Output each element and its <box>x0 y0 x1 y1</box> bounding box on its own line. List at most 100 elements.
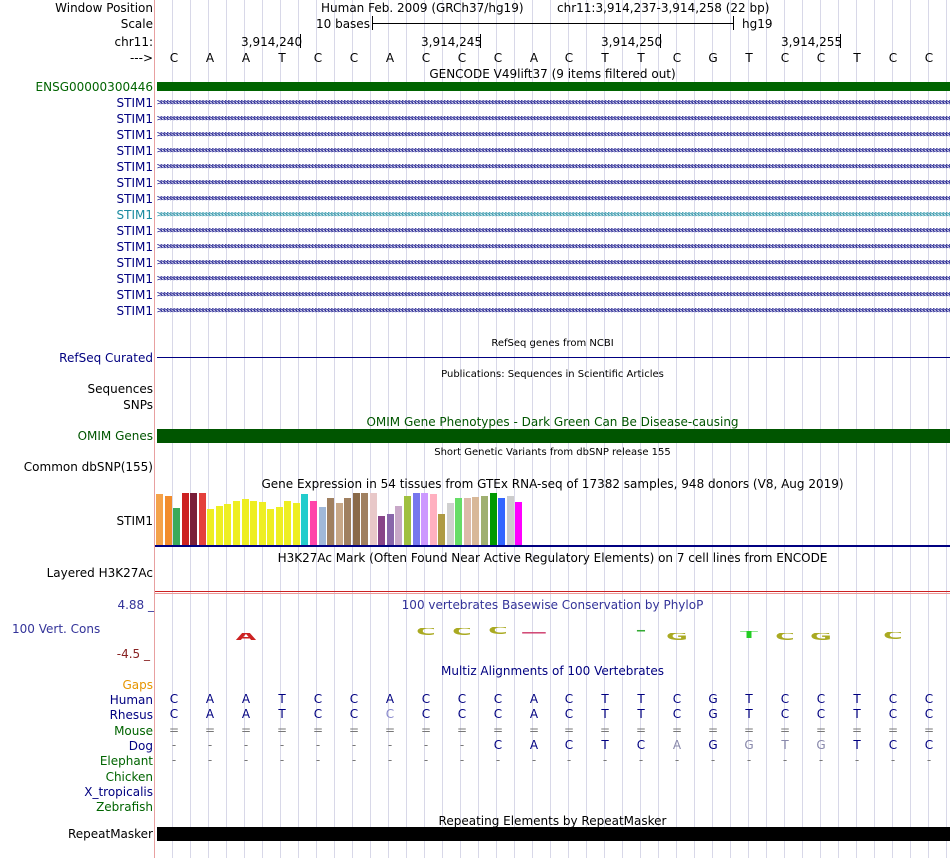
gtex-tissue-bar[interactable] <box>369 493 377 545</box>
gtex-tissue-bar[interactable] <box>198 493 206 545</box>
gtex-tissue-bar[interactable] <box>480 496 488 545</box>
transcript-arrows[interactable]: >>>>>>>>>>>>>>>>>>>>>>>>>>>>>>>>>>>>>>>>… <box>157 195 950 204</box>
gtex-tissue-bar[interactable] <box>378 516 386 545</box>
transcript-label[interactable]: STIM1 <box>116 160 153 174</box>
gtex-tissue-bar[interactable] <box>463 498 471 545</box>
transcript-label[interactable]: STIM1 <box>116 208 153 222</box>
transcript-label[interactable]: STIM1 <box>116 96 153 110</box>
transcript-arrows[interactable]: >>>>>>>>>>>>>>>>>>>>>>>>>>>>>>>>>>>>>>>>… <box>157 147 950 156</box>
gencode-gene-bar[interactable] <box>157 82 950 91</box>
gtex-tissue-bar[interactable] <box>318 507 326 545</box>
transcript-label[interactable]: STIM1 <box>116 224 153 238</box>
phylop-label[interactable]: 100 Vert. Cons <box>12 622 101 636</box>
omim-label[interactable]: OMIM Genes <box>77 429 153 443</box>
transcript-arrows[interactable]: >>>>>>>>>>>>>>>>>>>>>>>>>>>>>>>>>>>>>>>>… <box>157 259 950 268</box>
transcript-label[interactable]: STIM1 <box>116 176 153 190</box>
gtex-tissue-bar[interactable] <box>421 493 429 545</box>
gencode-title[interactable]: GENCODE V49lift37 (9 items filtered out) <box>429 67 676 81</box>
species-label[interactable]: Zebrafish <box>96 800 153 814</box>
refseq-title[interactable]: RefSeq genes from NCBI <box>491 338 614 349</box>
transcript-label[interactable]: STIM1 <box>116 192 153 206</box>
gtex-tissue-bar[interactable] <box>344 498 352 545</box>
multiz-title[interactable]: Multiz Alignments of 100 Vertebrates <box>440 664 665 678</box>
transcript-label[interactable]: STIM1 <box>116 272 153 286</box>
gtex-tissue-bar[interactable] <box>181 493 189 545</box>
publications-title[interactable]: Publications: Sequences in Scientific Ar… <box>441 369 664 380</box>
gtex-tissue-bar[interactable] <box>335 503 343 545</box>
transcript-arrows[interactable]: >>>>>>>>>>>>>>>>>>>>>>>>>>>>>>>>>>>>>>>>… <box>157 131 950 140</box>
species-label[interactable]: Mouse <box>114 724 153 738</box>
transcript-arrows[interactable]: >>>>>>>>>>>>>>>>>>>>>>>>>>>>>>>>>>>>>>>>… <box>157 227 950 236</box>
publications-label-sequences[interactable]: Sequences <box>87 382 153 396</box>
gtex-tissue-bar[interactable] <box>232 501 240 545</box>
species-label[interactable]: X_tropicalis <box>84 785 153 799</box>
transcript-arrows[interactable]: >>>>>>>>>>>>>>>>>>>>>>>>>>>>>>>>>>>>>>>>… <box>157 99 950 108</box>
repeatmasker-title[interactable]: Repeating Elements by RepeatMasker <box>438 814 667 828</box>
transcript-arrows[interactable]: >>>>>>>>>>>>>>>>>>>>>>>>>>>>>>>>>>>>>>>>… <box>157 211 950 220</box>
gtex-tissue-bar[interactable] <box>395 506 403 545</box>
transcript-label[interactable]: STIM1 <box>116 112 153 126</box>
gtex-tissue-bar[interactable] <box>429 494 437 545</box>
repeatmasker-bar[interactable] <box>157 827 950 841</box>
gtex-tissue-bar[interactable] <box>156 494 163 545</box>
gtex-tissue-bar[interactable] <box>446 503 454 545</box>
multiz-gaps-label[interactable]: Gaps <box>122 678 153 692</box>
gtex-tissue-bar[interactable] <box>224 504 232 545</box>
repeatmasker-label[interactable]: RepeatMasker <box>67 827 153 841</box>
gtex-tissue-bar[interactable] <box>207 509 215 545</box>
gtex-tissue-bar[interactable] <box>258 502 266 545</box>
refseq-gene-line[interactable] <box>157 357 950 358</box>
omim-bar[interactable] <box>157 429 950 443</box>
h3k27ac-label[interactable]: Layered H3K27Ac <box>46 566 153 580</box>
dbsnp-title[interactable]: Short Genetic Variants from dbSNP releas… <box>434 447 671 458</box>
gtex-tissue-bar[interactable] <box>455 498 463 545</box>
gencode-gene-label[interactable]: ENSG00000300446 <box>35 80 153 94</box>
gtex-tissue-bar[interactable] <box>361 493 369 545</box>
gtex-tissue-bar[interactable] <box>164 496 172 545</box>
gtex-tissue-bar[interactable] <box>438 514 446 545</box>
transcript-arrows[interactable]: >>>>>>>>>>>>>>>>>>>>>>>>>>>>>>>>>>>>>>>>… <box>157 115 950 124</box>
gtex-tissue-bar[interactable] <box>241 499 249 545</box>
gtex-tissue-bar[interactable] <box>250 501 258 545</box>
gtex-label[interactable]: STIM1 <box>116 514 153 528</box>
gtex-tissue-bar[interactable] <box>275 507 283 545</box>
gtex-tissue-bar[interactable] <box>472 497 480 545</box>
gtex-tissue-bar[interactable] <box>498 498 505 545</box>
gtex-tissue-bar[interactable] <box>301 494 309 545</box>
transcript-arrows[interactable]: >>>>>>>>>>>>>>>>>>>>>>>>>>>>>>>>>>>>>>>>… <box>157 307 950 316</box>
transcript-label[interactable]: STIM1 <box>116 288 153 302</box>
transcript-label[interactable]: STIM1 <box>116 304 153 318</box>
gtex-tissue-bar[interactable] <box>190 493 198 545</box>
gtex-tissue-bar[interactable] <box>309 501 317 545</box>
species-label[interactable]: Rhesus <box>109 708 153 722</box>
gtex-title[interactable]: Gene Expression in 54 tissues from GTEx … <box>261 477 844 491</box>
h3k27ac-title[interactable]: H3K27Ac Mark (Often Found Near Active Re… <box>277 551 828 565</box>
species-label[interactable]: Human <box>109 693 153 707</box>
gtex-tissue-bar[interactable] <box>327 498 334 545</box>
publications-label-snps[interactable]: SNPs <box>123 398 153 412</box>
species-label[interactable]: Elephant <box>99 754 153 768</box>
phylop-title[interactable]: 100 vertebrates Basewise Conservation by… <box>401 598 704 612</box>
gtex-tissue-bar[interactable] <box>386 514 394 545</box>
transcript-label[interactable]: STIM1 <box>116 128 153 142</box>
transcript-arrows[interactable]: >>>>>>>>>>>>>>>>>>>>>>>>>>>>>>>>>>>>>>>>… <box>157 179 950 188</box>
species-label[interactable]: Dog <box>128 739 153 753</box>
transcript-label[interactable]: STIM1 <box>116 256 153 270</box>
gtex-tissue-bar[interactable] <box>267 509 275 545</box>
gtex-tissue-bar[interactable] <box>489 493 497 545</box>
gtex-tissue-bar[interactable] <box>515 502 523 545</box>
transcript-arrows[interactable]: >>>>>>>>>>>>>>>>>>>>>>>>>>>>>>>>>>>>>>>>… <box>157 163 950 172</box>
gtex-tissue-bar[interactable] <box>215 506 223 545</box>
transcript-label[interactable]: STIM1 <box>116 240 153 254</box>
gtex-tissue-bar[interactable] <box>404 496 411 545</box>
gtex-tissue-bar[interactable] <box>284 501 292 545</box>
omim-title[interactable]: OMIM Gene Phenotypes - Dark Green Can Be… <box>366 415 739 429</box>
species-label[interactable]: Chicken <box>105 770 153 784</box>
transcript-arrows[interactable]: >>>>>>>>>>>>>>>>>>>>>>>>>>>>>>>>>>>>>>>>… <box>157 243 950 252</box>
gtex-tissue-bar[interactable] <box>412 493 420 545</box>
refseq-label[interactable]: RefSeq Curated <box>59 351 153 365</box>
transcript-label[interactable]: STIM1 <box>116 144 153 158</box>
gtex-tissue-bar[interactable] <box>352 493 360 545</box>
transcript-arrows[interactable]: >>>>>>>>>>>>>>>>>>>>>>>>>>>>>>>>>>>>>>>>… <box>157 291 950 300</box>
transcript-arrows[interactable]: >>>>>>>>>>>>>>>>>>>>>>>>>>>>>>>>>>>>>>>>… <box>157 275 950 284</box>
